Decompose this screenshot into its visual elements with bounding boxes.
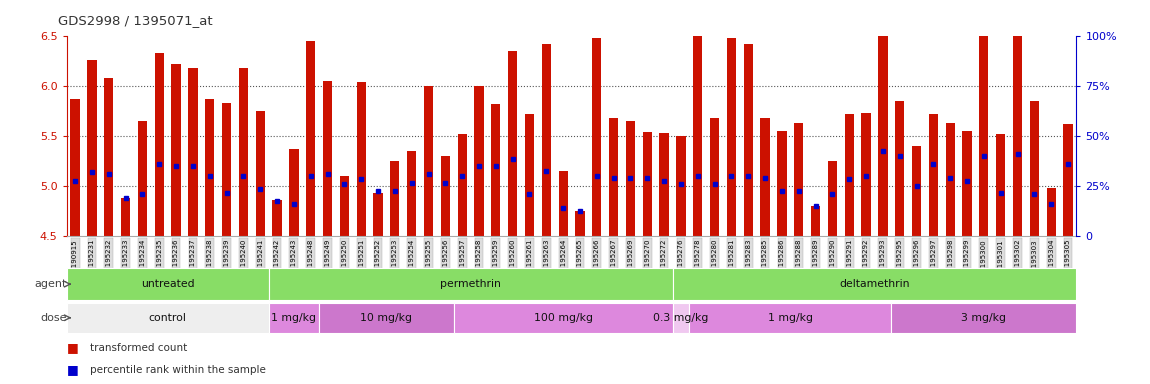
Bar xyxy=(676,136,685,236)
Bar xyxy=(356,83,366,236)
Bar xyxy=(70,99,79,236)
Bar xyxy=(524,114,534,236)
Text: 3 mg/kg: 3 mg/kg xyxy=(961,313,1006,323)
Bar xyxy=(795,123,804,236)
Bar xyxy=(811,206,820,236)
Text: 100 mg/kg: 100 mg/kg xyxy=(534,313,592,323)
Bar xyxy=(407,151,416,236)
Bar xyxy=(710,118,719,236)
Bar xyxy=(323,81,332,236)
Bar xyxy=(440,156,450,236)
Bar xyxy=(105,78,114,236)
Bar xyxy=(1029,101,1038,236)
Text: transformed count: transformed count xyxy=(90,343,187,353)
Bar xyxy=(891,303,1076,333)
Bar xyxy=(474,86,484,236)
Text: agent: agent xyxy=(34,279,67,289)
Bar xyxy=(222,103,231,236)
Text: 1 mg/kg: 1 mg/kg xyxy=(768,313,813,323)
Bar xyxy=(306,41,315,236)
Bar xyxy=(659,133,669,236)
Bar xyxy=(189,68,198,236)
Bar xyxy=(542,45,551,236)
Bar xyxy=(693,35,703,236)
Bar xyxy=(996,134,1005,236)
Bar xyxy=(963,131,972,236)
Bar xyxy=(760,118,769,236)
Text: 0.3 mg/kg: 0.3 mg/kg xyxy=(653,313,708,323)
Bar xyxy=(374,193,383,236)
Bar xyxy=(592,38,601,236)
Bar xyxy=(979,0,989,236)
Text: ■: ■ xyxy=(67,363,78,376)
Bar xyxy=(945,123,954,236)
Bar xyxy=(121,198,130,236)
Bar xyxy=(1064,124,1073,236)
Bar xyxy=(929,114,938,236)
Bar xyxy=(828,161,837,236)
Bar xyxy=(559,171,568,236)
Bar xyxy=(339,176,348,236)
Bar xyxy=(290,149,299,236)
Bar xyxy=(458,134,467,236)
Bar xyxy=(424,86,434,236)
Bar xyxy=(239,68,248,236)
Bar xyxy=(895,101,904,236)
Bar xyxy=(777,131,787,236)
Bar xyxy=(643,132,652,236)
Bar xyxy=(269,303,320,333)
Bar xyxy=(879,2,888,236)
Bar xyxy=(67,268,269,300)
Bar xyxy=(154,53,164,236)
Text: ■: ■ xyxy=(67,341,78,354)
Bar xyxy=(138,121,147,236)
Bar xyxy=(1046,188,1056,236)
Bar xyxy=(744,45,753,236)
Bar xyxy=(87,60,97,236)
Bar xyxy=(626,121,635,236)
Bar xyxy=(673,268,1076,300)
Bar xyxy=(912,146,921,236)
Text: GDS2998 / 1395071_at: GDS2998 / 1395071_at xyxy=(58,14,212,27)
Bar xyxy=(861,113,871,236)
Bar xyxy=(727,38,736,236)
Text: 10 mg/kg: 10 mg/kg xyxy=(360,313,413,323)
Bar xyxy=(320,303,454,333)
Bar xyxy=(67,303,269,333)
Bar xyxy=(273,200,282,236)
Bar xyxy=(491,104,500,236)
Bar xyxy=(844,114,853,236)
Bar xyxy=(673,303,689,333)
Bar xyxy=(390,161,399,236)
Bar xyxy=(269,268,673,300)
Text: permethrin: permethrin xyxy=(440,279,501,289)
Bar xyxy=(205,99,214,236)
Bar xyxy=(171,65,181,236)
Bar xyxy=(575,211,584,236)
Text: untreated: untreated xyxy=(140,279,194,289)
Bar xyxy=(1013,5,1022,236)
Text: percentile rank within the sample: percentile rank within the sample xyxy=(90,365,266,375)
Text: deltamethrin: deltamethrin xyxy=(840,279,910,289)
Text: dose: dose xyxy=(40,313,67,323)
Bar xyxy=(610,118,619,236)
Text: 1 mg/kg: 1 mg/kg xyxy=(271,313,316,323)
Bar xyxy=(454,303,673,333)
Bar xyxy=(255,111,264,236)
Bar xyxy=(689,303,891,333)
Text: control: control xyxy=(148,313,186,323)
Bar xyxy=(508,51,518,236)
